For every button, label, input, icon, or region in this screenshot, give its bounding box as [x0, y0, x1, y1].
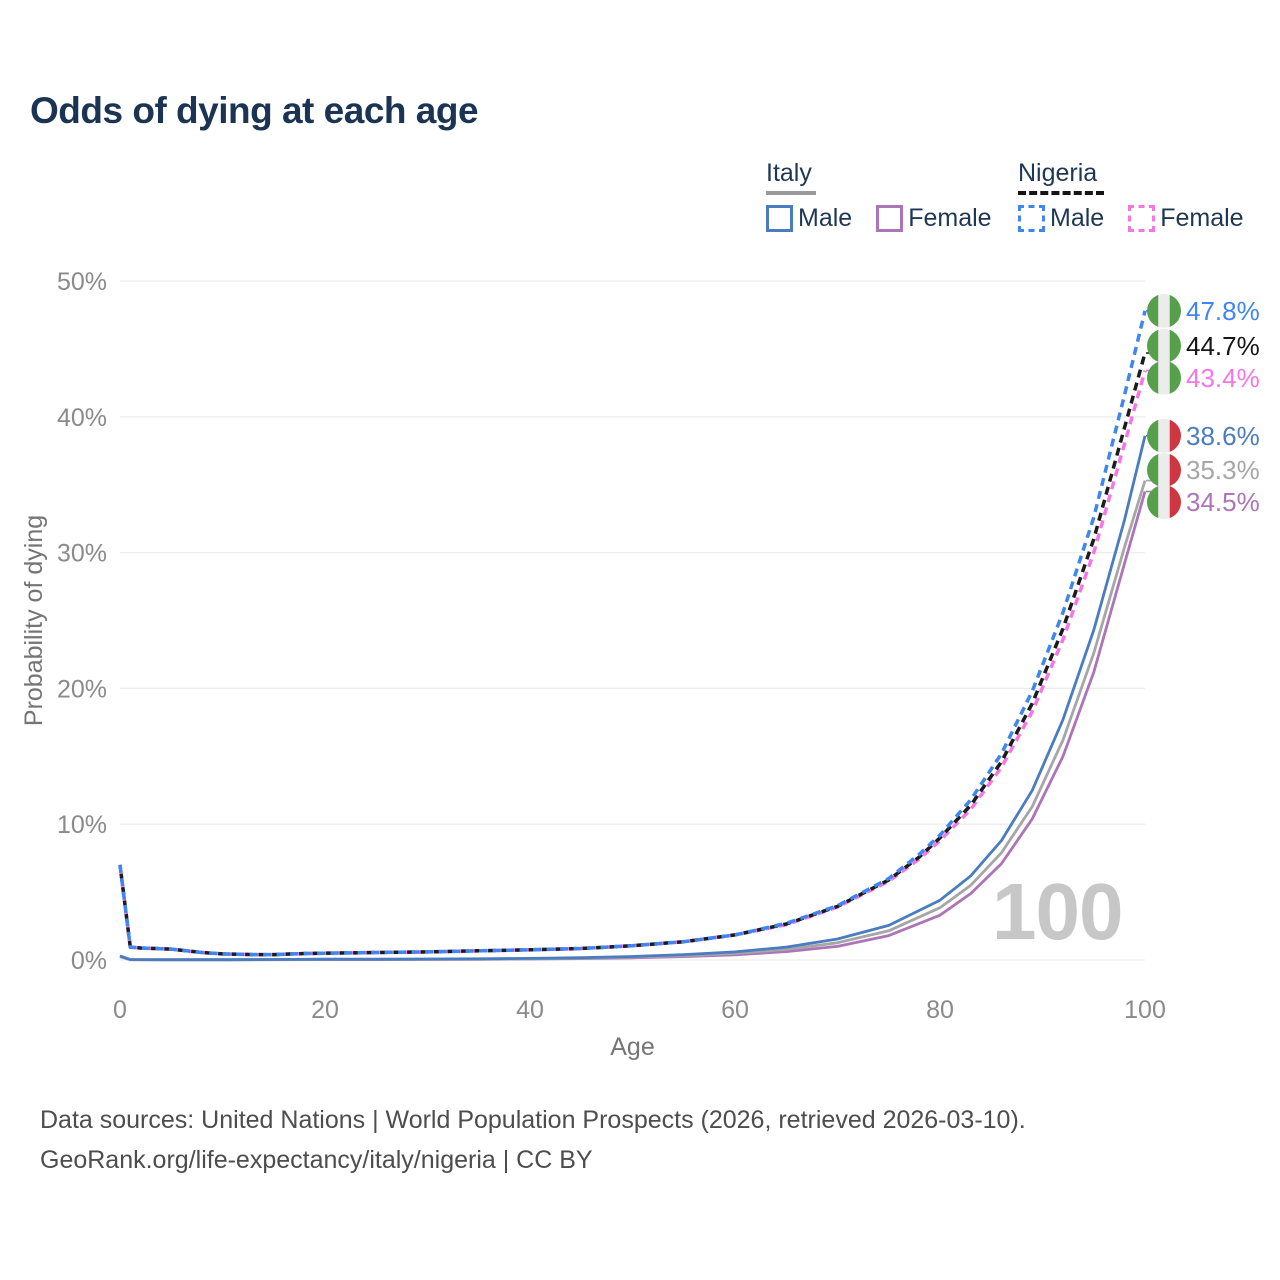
- nigeria-flag-icon: [1147, 293, 1181, 328]
- legend-items-nigeria: Male Female: [1018, 204, 1244, 233]
- end-value-label-nigeria-both: 44.7%: [1186, 331, 1260, 361]
- legend-item-nigeria-male[interactable]: Male: [1018, 204, 1104, 233]
- nigeria-flag-icon: [1147, 360, 1181, 395]
- age-watermark: 100: [992, 867, 1123, 956]
- page-title: Odds of dying at each age: [30, 90, 479, 131]
- italy-flag-icon: [1147, 453, 1181, 488]
- legend-item-label: Male: [1050, 203, 1105, 232]
- y-axis-title: Probability of dying: [20, 515, 48, 726]
- legend-item-label: Female: [1160, 203, 1244, 232]
- nigeria-flag-icon: [1147, 328, 1181, 363]
- end-value-label-italy-both: 35.3%: [1186, 455, 1260, 485]
- end-value-label-nigeria-female: 43.4%: [1186, 363, 1260, 393]
- y-tick-label: 10%: [57, 811, 107, 839]
- x-axis-title: Age: [610, 1033, 654, 1061]
- x-tick-label: 80: [926, 996, 954, 1024]
- series-italy-female-line: [119, 491, 1147, 962]
- x-tick-label: 100: [1124, 996, 1166, 1024]
- series-nigeria-female-line: [118, 370, 1147, 957]
- series-nigeria-both-line: [118, 352, 1147, 957]
- legend-group-nigeria: Nigeria Male Female: [1018, 159, 1244, 233]
- x-tick-label: 60: [721, 996, 749, 1024]
- end-value-label-italy-male: 38.6%: [1186, 421, 1260, 451]
- legend-item-italy-male[interactable]: Male: [766, 204, 852, 233]
- italy-flag-icon: [1147, 418, 1181, 453]
- y-tick-label: 0%: [71, 947, 107, 975]
- y-tick-label: 50%: [57, 268, 107, 296]
- italy-flag-icon: [1147, 485, 1181, 520]
- x-tick-label: 40: [516, 996, 544, 1024]
- italy-male-swatch-icon: [766, 204, 793, 232]
- legend-header-nigeria-label: Nigeria: [1018, 159, 1098, 187]
- legend-header-nigeria: Nigeria: [1018, 159, 1244, 195]
- series-nigeria-male-line: [118, 310, 1147, 957]
- attribution-link-text: GeoRank.org/life-expectancy/italy/nigeri…: [40, 1146, 593, 1174]
- legend-item-label: Female: [908, 203, 992, 232]
- x-tick-label: 0: [113, 996, 127, 1024]
- x-tick-label: 20: [311, 996, 339, 1024]
- italy-line-style-swatch: [766, 190, 816, 195]
- series-italy-male-line: [119, 435, 1147, 962]
- legend-header-italy: Italy: [766, 159, 992, 195]
- end-value-label-italy-female: 34.5%: [1186, 487, 1260, 517]
- legend-group-italy: Italy Male Female: [766, 159, 992, 233]
- nigeria-female-swatch-icon: [1128, 204, 1156, 232]
- nigeria-male-swatch-icon: [1018, 204, 1045, 232]
- end-value-label-nigeria-male: 47.8%: [1186, 296, 1260, 326]
- y-tick-label: 40%: [57, 404, 107, 432]
- y-tick-label: 30%: [57, 540, 107, 568]
- italy-female-swatch-icon: [876, 204, 904, 232]
- legend-header-italy-label: Italy: [766, 159, 812, 187]
- nigeria-line-style-swatch: [1018, 190, 1104, 195]
- legend-item-label: Male: [798, 203, 853, 232]
- legend-item-nigeria-female[interactable]: Female: [1128, 203, 1244, 233]
- legend-items-italy: Male Female: [766, 204, 992, 233]
- legend-item-italy-female[interactable]: Female: [876, 203, 992, 233]
- y-tick-label: 20%: [57, 675, 107, 703]
- data-sources-text: Data sources: United Nations | World Pop…: [40, 1106, 1026, 1134]
